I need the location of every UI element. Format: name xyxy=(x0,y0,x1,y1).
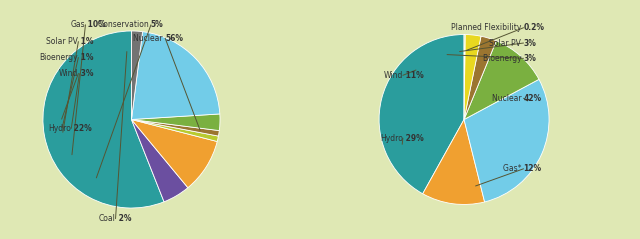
Text: 29%: 29% xyxy=(403,134,424,143)
Wedge shape xyxy=(131,120,217,188)
Text: 10%: 10% xyxy=(86,20,106,29)
Text: 12%: 12% xyxy=(524,164,541,173)
Text: 5%: 5% xyxy=(151,20,164,29)
Text: Gas: Gas xyxy=(71,20,86,29)
Text: Solar PV: Solar PV xyxy=(47,37,78,46)
Text: Hydro: Hydro xyxy=(380,134,403,143)
Wedge shape xyxy=(379,34,464,194)
Text: 0.2%: 0.2% xyxy=(524,23,545,32)
Wedge shape xyxy=(464,79,549,202)
Text: 2%: 2% xyxy=(116,214,131,223)
Wedge shape xyxy=(131,32,220,120)
Wedge shape xyxy=(464,41,539,119)
Text: Gas*: Gas* xyxy=(502,164,524,173)
Text: 1%: 1% xyxy=(78,37,94,46)
Text: 11%: 11% xyxy=(403,71,424,80)
Text: Solar PV: Solar PV xyxy=(490,38,524,48)
Wedge shape xyxy=(464,34,465,119)
Text: 22%: 22% xyxy=(71,124,92,133)
Wedge shape xyxy=(131,120,218,141)
Wedge shape xyxy=(131,120,188,202)
Text: Wind: Wind xyxy=(59,69,78,78)
Text: Nuclear: Nuclear xyxy=(133,33,165,43)
Wedge shape xyxy=(423,120,484,205)
Wedge shape xyxy=(464,34,481,119)
Text: 3%: 3% xyxy=(524,54,536,63)
Wedge shape xyxy=(131,114,220,130)
Wedge shape xyxy=(131,31,143,120)
Text: Bioenergy: Bioenergy xyxy=(483,54,524,63)
Wedge shape xyxy=(43,31,164,208)
Text: Wind: Wind xyxy=(383,71,403,80)
Text: Hydro: Hydro xyxy=(49,124,71,133)
Text: Conservation: Conservation xyxy=(98,20,151,29)
Text: Planned Flexibility: Planned Flexibility xyxy=(451,23,524,32)
Text: 3%: 3% xyxy=(78,69,94,78)
Text: Bioenergy: Bioenergy xyxy=(40,53,78,62)
Text: Nuclear: Nuclear xyxy=(492,94,524,103)
Wedge shape xyxy=(131,120,220,136)
Wedge shape xyxy=(464,36,496,120)
Text: 3%: 3% xyxy=(524,38,536,48)
Text: 42%: 42% xyxy=(524,94,541,103)
Text: 56%: 56% xyxy=(165,33,183,43)
Text: 1%: 1% xyxy=(78,53,94,62)
Text: Coal: Coal xyxy=(99,214,116,223)
